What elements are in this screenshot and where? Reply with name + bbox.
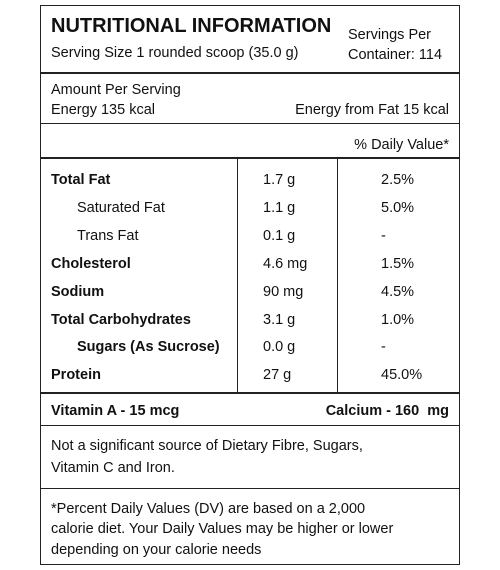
column-line [337, 159, 338, 393]
daily-value: - [381, 227, 386, 244]
amount: 1.7 g [263, 172, 296, 188]
note: Not a significant source of Dietary Fibr… [51, 438, 363, 454]
mineral: Calcium - 160 mg [325, 403, 449, 419]
daily-value: 1.0% [381, 311, 415, 328]
divider [41, 123, 459, 124]
daily-value: - [381, 339, 386, 356]
amount: 4.6 mg [263, 255, 308, 272]
note: Vitamin C and Iron. [51, 460, 175, 476]
amount: 0.1 g [263, 227, 296, 244]
footnote: calorie diet. Your Daily Values may be h… [51, 521, 394, 537]
serving-size: Serving Size 1 rounded scoop (35.0 g) [51, 45, 299, 61]
servings-per: Container: 114 [348, 47, 443, 63]
nutrient-name: Sugars (As Sucrose) [77, 339, 220, 356]
divider [41, 488, 459, 489]
daily-value: 5.0% [381, 199, 415, 216]
divider [41, 425, 459, 426]
amount: 1.1 g [263, 199, 296, 216]
footnote: *Percent Daily Values (DV) are based on … [51, 501, 366, 517]
title: NUTRITIONAL INFORMATION [51, 15, 332, 37]
vitamin: Vitamin A - 15 mcg [51, 403, 180, 419]
divider [41, 392, 459, 394]
amount: 3.1 g [263, 311, 296, 328]
nutrition-label: NUTRITIONAL INFORMATION Serving Size 1 r… [40, 5, 460, 565]
daily-value: 4.5% [381, 283, 415, 300]
nutrient-name: Sodium [51, 283, 105, 300]
amount: 27 g [263, 367, 292, 384]
nutrient-name: Protein [51, 367, 101, 384]
daily-value: 2.5% [381, 172, 415, 188]
servings-per: Servings Per [348, 27, 432, 43]
daily-value: 1.5% [381, 255, 415, 272]
dv-heading: % Daily Value* [354, 137, 449, 153]
divider [41, 157, 459, 159]
nutrient-name: Trans Fat [77, 227, 139, 244]
amount: 0.0 g [263, 339, 296, 356]
column-line [237, 159, 238, 393]
divider [41, 72, 459, 74]
amount: 90 mg [263, 283, 304, 300]
energy-from-fat: Energy from Fat 15 kcal [295, 102, 449, 118]
nutrient-name: Total Carbohydrates [51, 311, 191, 328]
nutrient-name: Cholesterol [51, 255, 131, 272]
footnote: depending on your calorie needs [51, 542, 262, 558]
amount-heading: Amount Per Serving [51, 82, 181, 98]
nutrient-name: Saturated Fat [77, 199, 165, 216]
energy: Energy 135 kcal [51, 102, 155, 118]
nutrient-name: Total Fat [51, 172, 111, 188]
daily-value: 45.0% [381, 367, 423, 384]
